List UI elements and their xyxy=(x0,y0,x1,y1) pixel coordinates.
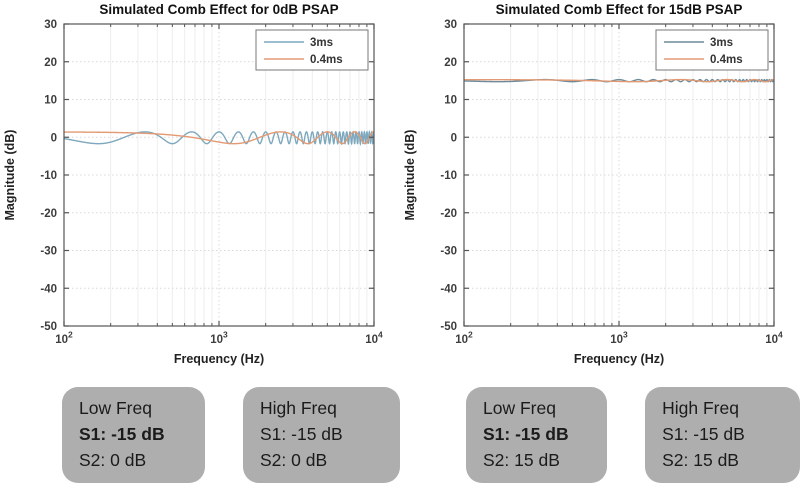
x-tick-label: 104 xyxy=(765,330,783,347)
annotation-row-15db: Low Freq S1: -15 dB S2: 15 dB High Freq … xyxy=(466,387,800,483)
series-curve-3ms xyxy=(63,130,375,147)
legend-label: 0.4ms xyxy=(710,54,743,66)
x-tick-label: 103 xyxy=(210,330,228,347)
y-tick-label: -10 xyxy=(440,170,457,182)
y-tick-label: 10 xyxy=(444,95,457,107)
annotation-title: Low Freq xyxy=(79,398,152,418)
x-axis-label: Frequency (Hz) xyxy=(174,352,264,366)
y-tick-label: 20 xyxy=(444,57,457,69)
y-tick-label: -10 xyxy=(40,170,57,182)
annotation-box-high-freq-15db: High Freq S1: -15 dB S2: 15 dB xyxy=(645,387,800,483)
series-curve-0.4ms xyxy=(64,131,375,145)
legend-label: 0.4ms xyxy=(310,54,343,66)
legend-box xyxy=(255,29,369,71)
annotation-title: High Freq xyxy=(260,398,337,418)
y-tick-label: -20 xyxy=(40,208,57,220)
annotation-title: High Freq xyxy=(662,398,739,418)
y-tick-label: -40 xyxy=(40,283,57,295)
x-tick-label: 103 xyxy=(610,330,628,347)
annotation-s2-value: S2: 15 dB xyxy=(483,449,560,470)
y-tick-label: -50 xyxy=(40,321,57,333)
y-tick-label: -30 xyxy=(40,246,57,258)
figure-panel-0db: 30 20 10 0 -10 -20 -30 -40 -50 102 103 104 Frequency… xyxy=(0,0,400,483)
plot-title: Simulated Comb Effect for 15dB PSAP xyxy=(496,2,743,17)
legend-label: 3ms xyxy=(310,37,333,49)
y-tick-label: 20 xyxy=(44,57,57,69)
annotation-s1-value: S1: -15 dB xyxy=(79,423,165,444)
figure-row: 30 20 10 0 -10 -20 -30 -40 -50 102 103 104 Frequency… xyxy=(0,0,800,483)
legend-label: 3ms xyxy=(710,37,733,49)
annotation-title: Low Freq xyxy=(483,398,556,418)
y-tick-label: 30 xyxy=(44,19,57,31)
plot-title: Simulated Comb Effect for 0dB PSAP xyxy=(99,2,338,17)
legend-box xyxy=(655,29,769,71)
y-axis-label: Magnitude (dB) xyxy=(3,130,17,221)
annotation-s2-value: S2: 15 dB xyxy=(662,449,739,470)
annotation-row-0db: Low Freq S1: -15 dB S2: 0 dB High Freq S… xyxy=(62,387,400,483)
y-tick-label: -30 xyxy=(440,246,457,258)
y-tick-label: -40 xyxy=(440,283,457,295)
annotation-box-high-freq-0db: High Freq S1: -15 dB S2: 0 dB xyxy=(243,387,400,483)
annotation-s1-value: S1: -15 dB xyxy=(260,423,343,444)
annotation-s1-value: S1: -15 dB xyxy=(662,423,745,444)
y-tick-label: 0 xyxy=(51,132,57,144)
x-tick-label: 102 xyxy=(55,330,73,347)
x-tick-label: 104 xyxy=(365,330,383,347)
figure-panel-15db: 30 20 10 0 -10 -20 -30 -40 -50 102 103 104 Frequency… xyxy=(400,0,800,483)
annotation-s2-value: S2: 0 dB xyxy=(79,449,147,470)
y-tick-label: 0 xyxy=(451,132,457,144)
annotation-s2-value: S2: 0 dB xyxy=(260,449,328,470)
y-axis-label: Magnitude (dB) xyxy=(403,130,417,221)
y-tick-label: 10 xyxy=(44,95,57,107)
annotation-s1-value: S1: -15 dB xyxy=(483,423,569,444)
x-tick-label: 102 xyxy=(455,330,473,347)
x-axis-label: Frequency (Hz) xyxy=(574,352,664,366)
annotation-box-low-freq-15db: Low Freq S1: -15 dB S2: 15 dB xyxy=(466,387,608,483)
y-tick-label: -20 xyxy=(440,208,457,220)
annotation-box-low-freq-0db: Low Freq S1: -15 dB S2: 0 dB xyxy=(62,387,205,483)
y-tick-label: 30 xyxy=(444,19,457,31)
series-curve-0.4ms xyxy=(464,78,775,83)
y-tick-label: -50 xyxy=(440,321,457,333)
